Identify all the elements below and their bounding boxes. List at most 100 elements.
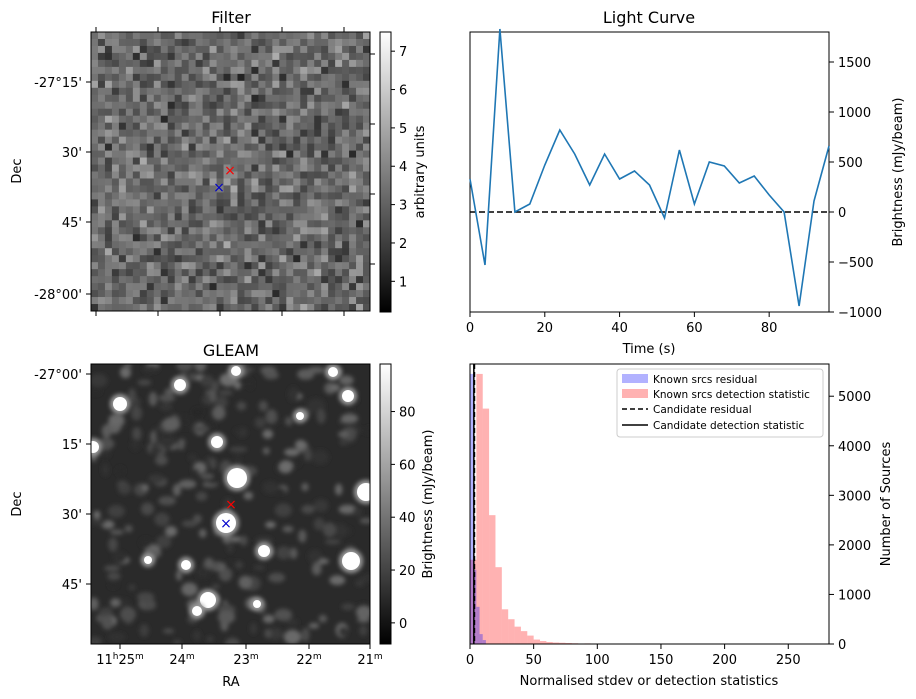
filter-pixel	[363, 101, 371, 110]
filter-pixel	[111, 290, 120, 298]
filter-pixel	[279, 241, 287, 249]
filter-pixel	[174, 150, 183, 158]
filter-pixel	[153, 66, 162, 75]
filter-pixel	[272, 227, 280, 235]
gleam-image	[91, 364, 370, 644]
filter-pixel	[202, 241, 210, 249]
filter-pixel	[223, 248, 231, 256]
filter-pixel	[342, 276, 350, 284]
filter-pixel	[139, 52, 148, 61]
filter-pixel	[118, 178, 127, 186]
filter-pixel	[300, 199, 308, 207]
filter-pixel	[223, 94, 231, 103]
filter-pixel	[167, 94, 176, 103]
filter-pixel	[244, 52, 252, 61]
filter-pixel	[209, 255, 217, 263]
histogram-bar-residual	[482, 640, 486, 644]
filter-pixel	[314, 66, 322, 75]
filter-pixel	[160, 220, 169, 228]
filter-pixel	[300, 297, 308, 305]
filter-pixel	[251, 108, 259, 117]
filter-pixel	[321, 32, 329, 40]
filter-pixel	[146, 66, 155, 75]
filter-pixel	[279, 297, 287, 305]
filter-pixel	[349, 157, 357, 165]
filter-pixel	[237, 66, 245, 75]
filter-pixel	[342, 297, 350, 305]
filter-pixel	[209, 283, 217, 291]
filter-pixel	[293, 136, 301, 145]
filter-pixel	[363, 185, 371, 193]
filter-pixel	[223, 101, 231, 110]
filter-pixel	[300, 178, 308, 186]
filter-pixel	[272, 192, 280, 200]
filter-pixel	[230, 227, 238, 235]
filter-pixel	[335, 241, 343, 249]
filter-pixel	[146, 32, 155, 40]
filter-pixel	[174, 171, 183, 179]
filter-pixel	[363, 45, 371, 54]
filter-pixel	[132, 199, 141, 207]
gleam-noise	[268, 572, 286, 583]
lightcurve-x-tick-label: 0	[466, 321, 474, 336]
filter-pixel	[216, 283, 224, 291]
gleam-noise	[159, 402, 173, 411]
filter-pixel	[349, 304, 357, 312]
filter-pixel	[118, 129, 127, 138]
filter-pixel	[188, 94, 197, 103]
filter-pixel	[230, 234, 238, 242]
filter-pixel	[279, 262, 287, 270]
filter-pixel	[195, 38, 204, 47]
filter-pixel	[181, 73, 190, 82]
gleam-noise	[307, 549, 322, 563]
filter-pixel	[265, 129, 273, 138]
filter-pixel	[328, 206, 336, 214]
filter-pixel	[125, 213, 134, 221]
filter-pixel	[202, 73, 210, 82]
filter-pixel	[174, 199, 183, 207]
filter-pixel	[321, 157, 329, 165]
filter-pixel	[202, 164, 210, 172]
filter-dec-tick-label: -27°15'	[34, 76, 82, 91]
filter-pixel	[356, 45, 364, 54]
filter-pixel	[202, 52, 210, 61]
legend-label-candidate-residual: Candidate residual	[653, 404, 752, 416]
filter-pixel	[300, 248, 308, 256]
gleam-noise	[262, 614, 275, 624]
filter-pixel	[314, 101, 322, 110]
filter-pixel	[237, 213, 245, 221]
filter-pixel	[293, 115, 301, 124]
filter-pixel	[132, 185, 141, 193]
filter-pixel	[216, 241, 224, 249]
filter-pixel	[132, 178, 141, 186]
filter-pixel	[300, 164, 308, 172]
filter-pixel	[237, 157, 245, 165]
filter-pixel	[209, 269, 217, 277]
filter-pixel	[118, 171, 127, 179]
gleam-noise	[130, 405, 143, 421]
filter-pixel	[174, 255, 183, 263]
filter-pixel	[314, 283, 322, 291]
filter-pixel	[202, 45, 210, 54]
filter-pixel	[181, 276, 190, 284]
filter-pixel	[111, 255, 120, 263]
filter-pixel	[181, 136, 190, 145]
filter-pixel	[356, 304, 364, 312]
filter-pixel	[230, 185, 238, 193]
filter-pixel	[181, 241, 190, 249]
filter-pixel	[216, 199, 224, 207]
filter-pixel	[167, 38, 176, 47]
filter-pixel	[132, 94, 141, 103]
filter-pixel	[160, 297, 169, 305]
filter-pixel	[230, 59, 238, 68]
filter-pixel	[328, 122, 336, 131]
filter-pixel	[188, 290, 197, 298]
filter-pixel	[174, 52, 183, 61]
filter-pixel	[251, 255, 259, 263]
gleam-noise	[255, 536, 273, 545]
filter-pixel	[125, 52, 134, 61]
filter-pixel	[237, 80, 245, 89]
filter-pixel	[237, 304, 245, 312]
filter-pixel	[286, 136, 294, 145]
filter-pixel	[230, 122, 238, 131]
